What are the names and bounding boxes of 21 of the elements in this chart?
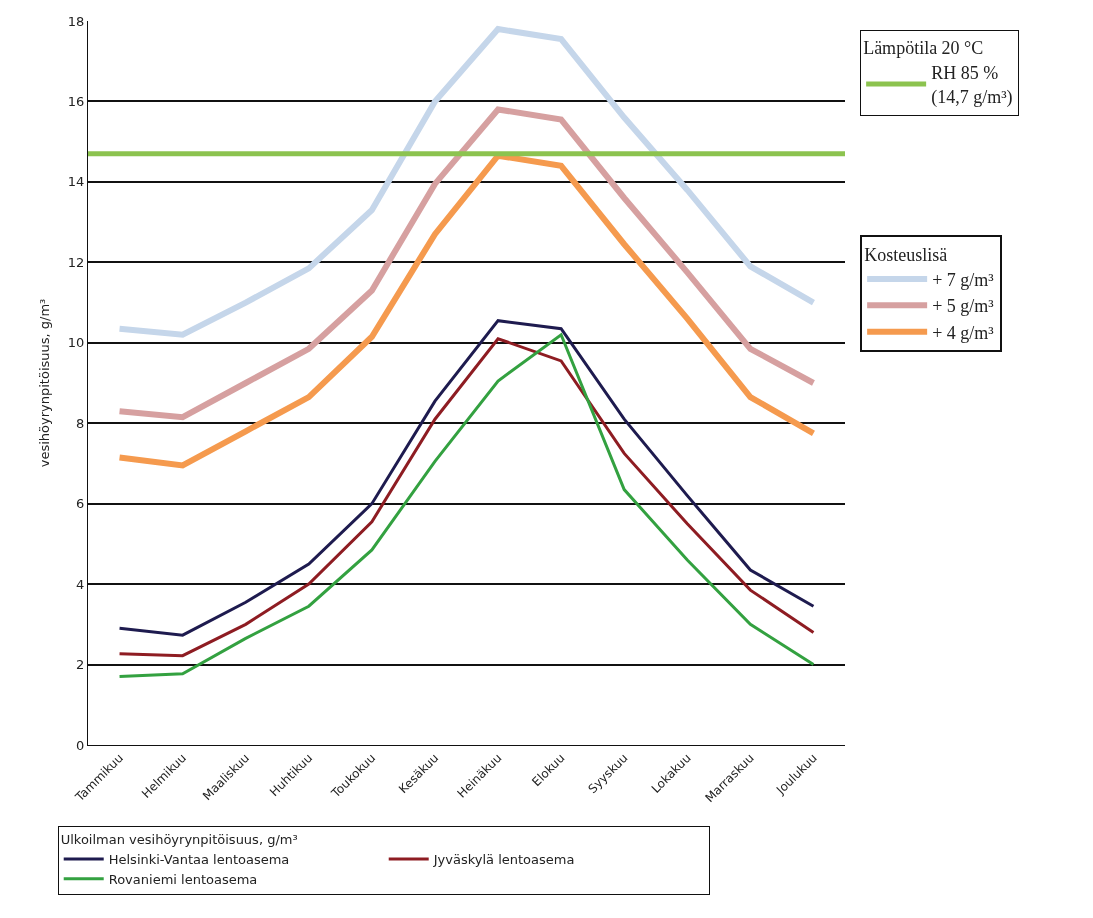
text: Kosteuslisä xyxy=(864,244,948,265)
legend-label: Rovaniemi lentoasema xyxy=(108,871,258,887)
legend-label: + 5 g/m³ xyxy=(932,296,995,317)
legend-title: Ulkoilman vesihöyrynpitöisuus, g/m³ xyxy=(60,831,298,847)
y-tick-label: 2 xyxy=(76,657,85,673)
y-tick-label: 18 xyxy=(67,13,85,29)
y-tick-label: 14 xyxy=(67,174,85,190)
text: Lämpötila 20 °C xyxy=(863,38,984,59)
y-tick-label: 6 xyxy=(76,496,85,512)
y-tick-label: 0 xyxy=(76,737,85,753)
y-tick-label: 4 xyxy=(76,576,85,592)
legend-label: Helsinki-Vantaa lentoasema xyxy=(108,852,290,868)
legend-label: + 7 g/m³ xyxy=(932,269,995,290)
legend-label: Jyväskylä lentoasema xyxy=(432,852,575,868)
y-tick-label: 8 xyxy=(76,415,85,431)
y-tick-label: 12 xyxy=(67,254,85,270)
y-tick-label: 10 xyxy=(67,335,85,351)
legend-label: RH 85 % (14,7 g/m³) xyxy=(931,63,1013,108)
y-axis-title: vesihöyrynpitöisuus, g/m³ xyxy=(36,298,52,468)
y-tick-label: 16 xyxy=(67,93,85,109)
legend-label: + 4 g/m³ xyxy=(932,322,995,343)
